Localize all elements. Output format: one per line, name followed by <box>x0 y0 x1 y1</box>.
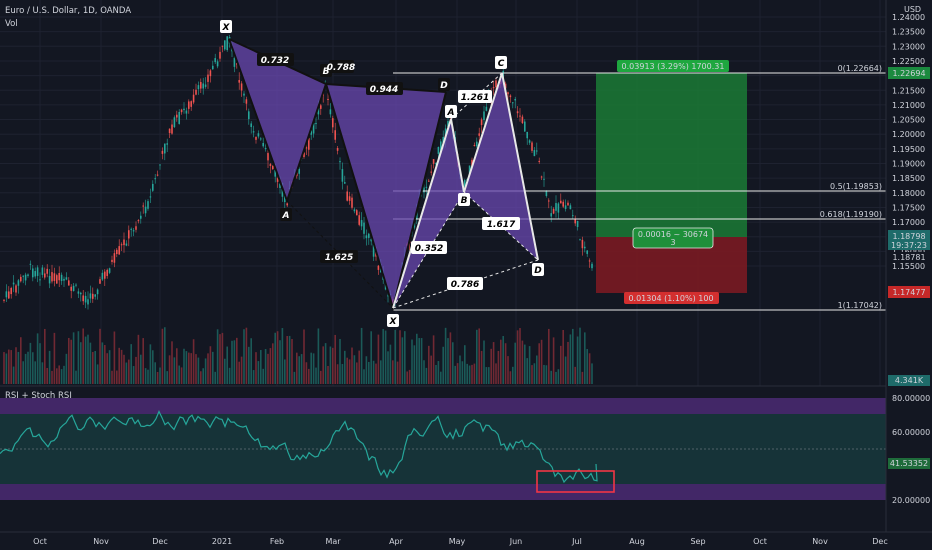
rsi-upper-band <box>0 398 886 414</box>
rsi-lower-band <box>0 484 886 500</box>
rsi-line <box>0 410 598 484</box>
harmonic-pattern-large[interactable] <box>228 38 447 312</box>
long-position-tool[interactable] <box>596 73 747 293</box>
symbol-title[interactable]: Euro / U.S. Dollar, 1D, OANDA <box>5 6 132 16</box>
stop-zone[interactable] <box>596 237 747 293</box>
volume-bars <box>3 327 593 384</box>
oscillator-title[interactable]: RSI + Stoch RSI <box>5 391 72 401</box>
volume-label[interactable]: Vol <box>5 19 18 29</box>
rsi-highlight-box[interactable] <box>536 470 615 493</box>
oscillator-pane[interactable] <box>0 385 932 532</box>
target-zone[interactable] <box>596 73 747 237</box>
